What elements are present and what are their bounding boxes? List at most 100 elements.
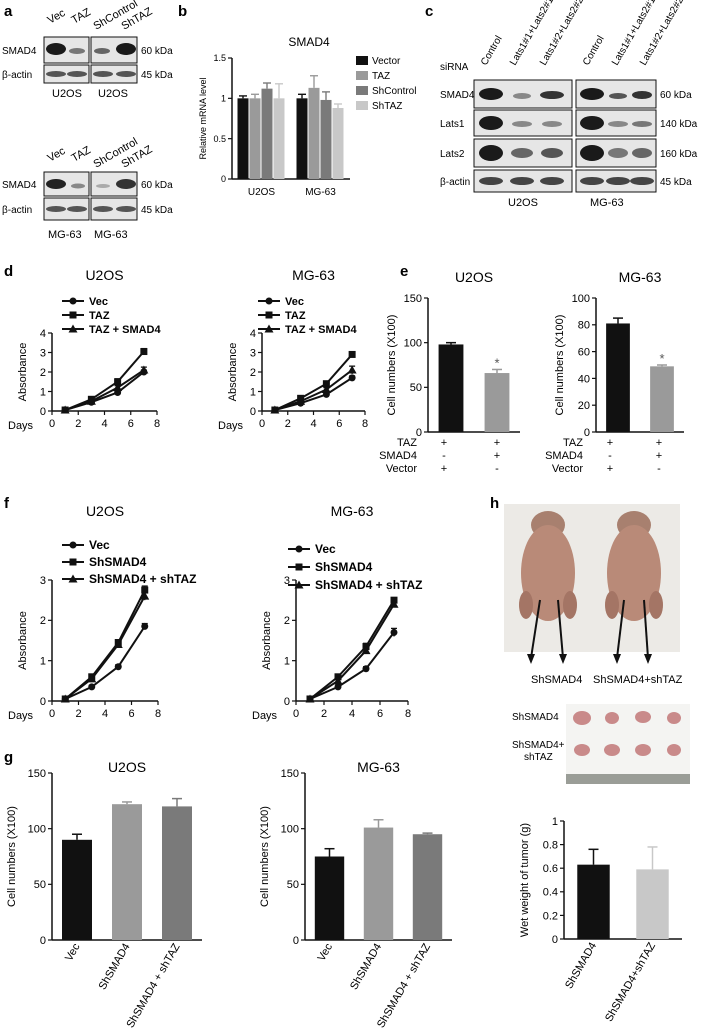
y-tick-label: 100	[281, 824, 299, 836]
blot-band	[116, 71, 136, 77]
x-tick-label: ShSMAD4	[97, 942, 133, 992]
mouse-leg	[605, 591, 619, 619]
data-point	[362, 665, 370, 673]
data-point	[113, 640, 123, 649]
arrow-head	[527, 654, 535, 664]
condition-sign: -	[495, 463, 499, 475]
x-tick-label: 6	[128, 418, 134, 430]
panel-label-c: c	[425, 3, 433, 20]
x-tick-label: ShSMAD4	[348, 942, 384, 992]
x-tick-label: 6	[128, 708, 134, 720]
y-tick-label: 1	[552, 816, 558, 828]
blot-band	[46, 179, 66, 189]
blot-cell-label: MG-63	[94, 229, 128, 241]
x-tick-label: U2OS	[248, 187, 276, 198]
x-tick-label: 8	[362, 418, 368, 430]
chart-b-mrna: 0 0.5 1 1.5 Relative mRNA level SMAD4 U2OS MG-6…	[198, 35, 416, 198]
panel-c-blots: siRNA Control Lats1#1+Lats2#1 Lats1#2+La…	[440, 0, 698, 209]
data-point	[88, 683, 96, 691]
y-axis-label: Cell numbers (X100)	[386, 315, 398, 416]
y-tick-label: 1	[40, 386, 46, 398]
tumor-row-label: shTAZ	[524, 752, 553, 763]
blot-band	[580, 145, 604, 161]
bar	[62, 839, 92, 940]
arrow	[616, 599, 625, 659]
y-tick-label: 50	[287, 879, 299, 891]
lane-label: Control	[581, 34, 607, 67]
blot-band	[540, 91, 564, 99]
bar	[577, 864, 610, 939]
y-axis-label: Absorbance	[17, 343, 29, 402]
panel-label-b: b	[178, 3, 187, 20]
y-tick-label: 2	[250, 367, 256, 379]
x-tick-label: 4	[101, 418, 107, 430]
x-tick-label: 0	[49, 708, 55, 720]
data-point	[139, 365, 149, 374]
legend-label: ShTAZ	[372, 101, 402, 112]
y-tick-label: 2	[40, 615, 46, 627]
chart-title: MG-63	[357, 759, 400, 775]
x-tick-label: 2	[321, 708, 327, 720]
data-point	[60, 405, 70, 414]
blot-band	[632, 148, 652, 158]
arrow-head	[559, 654, 567, 664]
data-point	[390, 628, 398, 636]
data-point	[265, 297, 273, 305]
bar	[650, 366, 674, 432]
y-tick-label: 50	[410, 382, 422, 394]
blot-row-label: β-actin	[2, 70, 32, 81]
panel-label-a: a	[4, 3, 13, 20]
blot-row-label: SMAD4	[2, 46, 37, 57]
blot-band	[632, 121, 652, 127]
panel-e-conditions: TAZ SMAD4 Vector + - + + + - TAZ SMAD4 V…	[379, 437, 662, 475]
y-tick-label: 0.8	[543, 839, 558, 851]
bar	[438, 344, 464, 432]
blot-band	[67, 71, 87, 77]
y-axis-label: Wet weight of tumor (g)	[519, 823, 531, 937]
chart-title: MG-63	[292, 267, 335, 283]
data-point	[347, 365, 357, 374]
blot-size-label: 45 kDa	[141, 205, 173, 216]
chart-e-u2os: 0 50 100 150 Cell numbers (X100) U2OS *	[386, 269, 520, 439]
bar	[261, 88, 273, 179]
data-point	[305, 694, 315, 703]
y-tick-label: 2	[284, 615, 290, 627]
y-tick-label: 20	[578, 400, 590, 412]
arrow	[643, 599, 649, 659]
x-tick-label: Vec	[63, 941, 83, 963]
y-tick-label: 1	[284, 656, 290, 668]
legend-label: Vec	[89, 296, 108, 308]
x-tick-label: 0	[259, 418, 265, 430]
series-line	[64, 625, 146, 700]
blot-cell-label: U2OS	[98, 88, 128, 100]
series-line	[309, 603, 395, 700]
y-tick-label: 3	[250, 347, 256, 359]
y-tick-label: 80	[578, 320, 590, 332]
y-axis-label: Absorbance	[227, 343, 239, 402]
blot-band	[116, 206, 136, 212]
lane-label: TAZ	[70, 6, 94, 27]
blot-band	[479, 116, 503, 130]
chart-title: SMAD4	[288, 35, 330, 49]
x-axis-label: Days	[8, 710, 34, 722]
sirna-label: siRNA	[440, 62, 469, 73]
y-axis-label: Absorbance	[261, 611, 273, 670]
legend-label: TAZ	[372, 71, 390, 82]
y-tick-label: 0.6	[543, 863, 558, 875]
condition-label: TAZ	[563, 437, 583, 449]
tumor	[667, 744, 681, 756]
x-tick-label: 0	[293, 708, 299, 720]
y-tick-label: 0	[40, 406, 46, 418]
blot-band	[94, 48, 110, 54]
blot-band	[580, 116, 604, 130]
tumor	[667, 712, 681, 724]
y-axis-label: Cell numbers (X100)	[554, 315, 566, 416]
chart-f-u2os: 0 1 2 3 Absorbance 0 2 4 6 8 Days U2OS Vec ShSMAD4 ShS…	[8, 503, 196, 722]
blot-band	[608, 121, 628, 127]
mouse-leg	[563, 591, 577, 619]
series-line	[309, 631, 395, 700]
data-point	[333, 676, 343, 685]
blot-cell-label: MG-63	[48, 229, 82, 241]
y-tick-label: 2	[40, 367, 46, 379]
y-tick-label: 100	[28, 824, 46, 836]
